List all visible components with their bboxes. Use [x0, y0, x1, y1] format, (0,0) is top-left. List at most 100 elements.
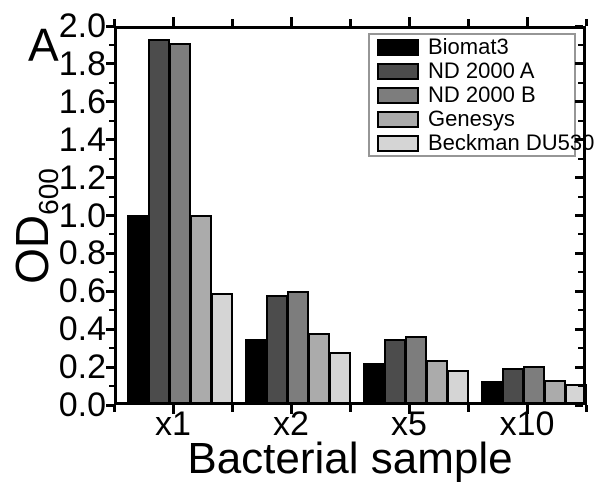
legend-swatch-icon — [377, 62, 419, 80]
y-minor-tick-right — [578, 119, 583, 122]
y-minor-tick-right — [578, 233, 583, 236]
x-category-label-x5: x5 — [391, 405, 427, 443]
y-major-tick-left — [106, 176, 114, 180]
y-tick-label: 0.0 — [58, 386, 106, 424]
y-minor-tick-left — [109, 271, 114, 274]
x-major-tick-bottom — [289, 405, 293, 414]
bar-x5-biomat3 — [363, 363, 385, 405]
bar-x2-genesys — [308, 333, 330, 405]
bar-x10-nd-2000-a — [502, 368, 524, 405]
y-major-tick-left — [106, 327, 114, 331]
legend-swatch-icon — [377, 38, 419, 56]
x-boundary-tick-top — [230, 19, 234, 26]
x-boundary-tick-top — [466, 19, 470, 26]
y-minor-tick-left — [109, 309, 114, 312]
bar-x5-nd-2000-a — [384, 339, 406, 405]
y-minor-tick-right — [578, 43, 583, 46]
bar-x5-genesys — [426, 360, 448, 405]
x-boundary-tick-bottom — [230, 405, 234, 412]
y-minor-tick-left — [109, 81, 114, 84]
bar-x5-beckman-du530 — [447, 370, 469, 405]
y-major-tick-left — [106, 100, 114, 104]
x-boundary-tick-bottom — [584, 405, 588, 412]
y-minor-tick-right — [578, 195, 583, 198]
x-boundary-tick-top — [348, 19, 352, 26]
y-tick-label: 0.4 — [58, 310, 106, 349]
y-major-tick-right — [575, 365, 583, 369]
x-major-tick-top — [407, 17, 411, 26]
x-axis-title: Bacterial sample — [187, 434, 513, 483]
y-minor-tick-left — [109, 347, 114, 350]
legend-swatch-icon — [377, 110, 419, 128]
y-tick-label: 0.6 — [58, 272, 106, 311]
legend-swatch-icon — [377, 86, 419, 104]
x-boundary-tick-bottom — [466, 405, 470, 412]
y-major-tick-right — [575, 138, 583, 142]
legend-label: ND 2000 B — [428, 82, 536, 107]
y-major-tick-left — [106, 214, 114, 217]
x-major-tick-top — [525, 17, 529, 26]
y-tick-label: 1.6 — [58, 82, 106, 121]
y-major-tick-left — [106, 365, 114, 369]
legend-item-nd-2000-a: ND 2000 A — [377, 59, 574, 83]
bar-x2-beckman-du530 — [329, 352, 351, 405]
y-major-tick-right — [575, 251, 583, 255]
x-boundary-tick-bottom — [348, 405, 352, 412]
legend-item-nd-2000-b: ND 2000 B — [377, 83, 574, 107]
bar-x10-nd-2000-b — [523, 366, 545, 405]
bar-x2-biomat3 — [245, 339, 267, 405]
bar-x1-beckman-du530 — [211, 293, 233, 405]
x-boundary-tick-top — [112, 19, 116, 26]
x-boundary-tick-bottom — [112, 405, 116, 412]
plot-area — [114, 26, 587, 405]
y-major-tick-right — [575, 176, 583, 180]
y-tick-label: 1.2 — [58, 158, 106, 197]
y-tick-label: 2.0 — [58, 7, 106, 45]
x-major-tick-top — [171, 17, 175, 26]
legend-label: Biomat3 — [428, 34, 509, 59]
y-major-tick-left — [106, 24, 114, 28]
y-major-tick-right — [575, 289, 583, 293]
y-tick-label: 1.4 — [58, 120, 106, 159]
y-major-tick-right — [575, 100, 583, 104]
y-tick-label: 1.0 — [58, 196, 106, 235]
legend-label: Genesys — [428, 106, 515, 131]
legend-label: Beckman DU530 — [428, 130, 595, 155]
bar-x2-nd-2000-b — [287, 291, 309, 405]
y-minor-tick-left — [109, 195, 114, 198]
y-major-tick-left — [106, 289, 114, 293]
legend: Biomat3 ND 2000 A ND 2000 B Genesys Beckman … — [368, 33, 594, 157]
bar-x2-nd-2000-a — [266, 295, 288, 405]
bar-x1-nd-2000-a — [148, 39, 170, 405]
bar-x5-nd-2000-b — [405, 336, 427, 405]
legend-item-beckman-du530: Beckman DU530 — [377, 131, 594, 155]
x-category-label-x2: x2 — [273, 405, 309, 443]
x-category-label-x10: x10 — [499, 405, 555, 443]
y-minor-tick-right — [578, 81, 583, 84]
y-minor-tick-left — [109, 233, 114, 236]
legend-item-biomat3: Biomat3 — [377, 35, 574, 59]
x-boundary-tick-top — [584, 19, 588, 26]
bar-x10-genesys — [544, 380, 566, 405]
y-major-tick-left — [106, 62, 114, 66]
y-minor-tick-right — [578, 347, 583, 350]
y-major-tick-right — [575, 327, 583, 331]
y-minor-tick-left — [109, 385, 114, 388]
legend-swatch-icon — [377, 134, 419, 152]
bar-x10-biomat3 — [481, 381, 503, 405]
legend-label: ND 2000 A — [428, 58, 535, 83]
y-minor-tick-left — [109, 119, 114, 122]
y-tick-label: 1.8 — [58, 44, 106, 83]
y-major-tick-right — [575, 62, 583, 66]
y-major-tick-left — [106, 403, 114, 407]
y-minor-tick-right — [578, 157, 583, 160]
panel-label: A — [28, 19, 59, 71]
x-major-tick-bottom — [525, 405, 529, 414]
bar-x10-beckman-du530 — [565, 384, 587, 405]
x-major-tick-bottom — [171, 405, 175, 414]
y-minor-tick-left — [109, 43, 114, 46]
y-tick-label: 0.8 — [58, 234, 106, 273]
y-minor-tick-right — [578, 309, 583, 312]
bar-x1-genesys — [190, 215, 212, 405]
y-tick-label: 0.2 — [58, 348, 106, 387]
